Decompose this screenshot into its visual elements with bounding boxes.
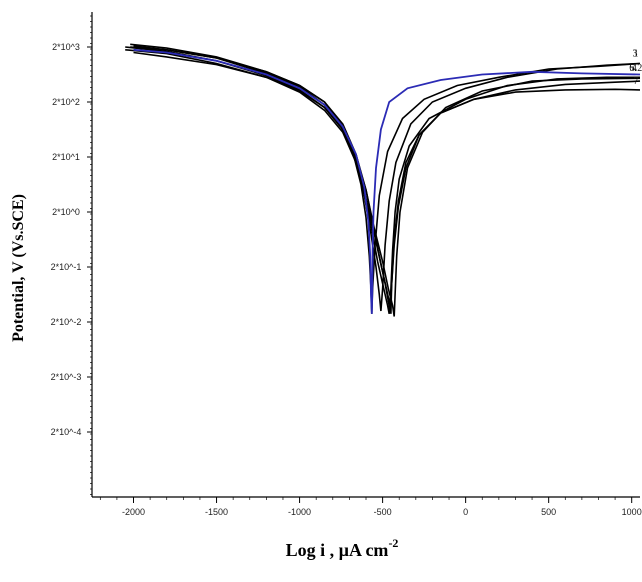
- y-tick-label: 2*10^-1: [51, 262, 82, 272]
- y-tick-label: 2*10^0: [52, 207, 80, 217]
- x-tick-label: -1500: [205, 507, 228, 517]
- series-line-2: [133, 45, 641, 312]
- y-tick-label: 2*10^-2: [51, 317, 82, 327]
- y-axis: 2*10^3 2*10^2 2*10^1 2*10^0 2*10^-1 2*10^-2 2*…: [51, 12, 93, 497]
- x-tick-label: 1000: [622, 507, 642, 517]
- x-axis-title: Log i , µA cm-2: [286, 536, 399, 560]
- curve-label: 7: [634, 76, 639, 87]
- x-tick-label: -1000: [288, 507, 311, 517]
- y-tick-label: 2*10^2: [52, 97, 80, 107]
- curve-label: 3: [633, 49, 638, 60]
- curve-label: 1: [634, 49, 639, 60]
- curve-label: 5.2: [630, 63, 642, 74]
- curve-label: 6: [629, 63, 634, 74]
- series-line-5: [130, 46, 641, 317]
- y-tick-label: 2*10^1: [52, 152, 80, 162]
- curves: [125, 43, 641, 317]
- x-tick-label: 500: [541, 507, 556, 517]
- y-tick-label: 2*10^3: [52, 42, 80, 52]
- x-tick-label: -2000: [122, 507, 145, 517]
- y-tick-label: 2*10^-3: [51, 372, 82, 382]
- y-tick-label: 2*10^-4: [51, 427, 82, 437]
- curve-label: 4: [632, 63, 637, 74]
- x-axis-title-main: Log i , µA cm: [286, 540, 389, 560]
- x-axis: -2000 -1500 -1000 -500 0 500 1000: [92, 496, 642, 517]
- series-line-6: [133, 51, 641, 312]
- x-tick-label: 0: [463, 507, 468, 517]
- series-line-7: [133, 48, 641, 314]
- x-axis-title-exponent: -2: [388, 536, 398, 550]
- x-tick-label: -500: [374, 507, 392, 517]
- y-axis-title: Potential, V (Vs.SCE): [10, 194, 27, 342]
